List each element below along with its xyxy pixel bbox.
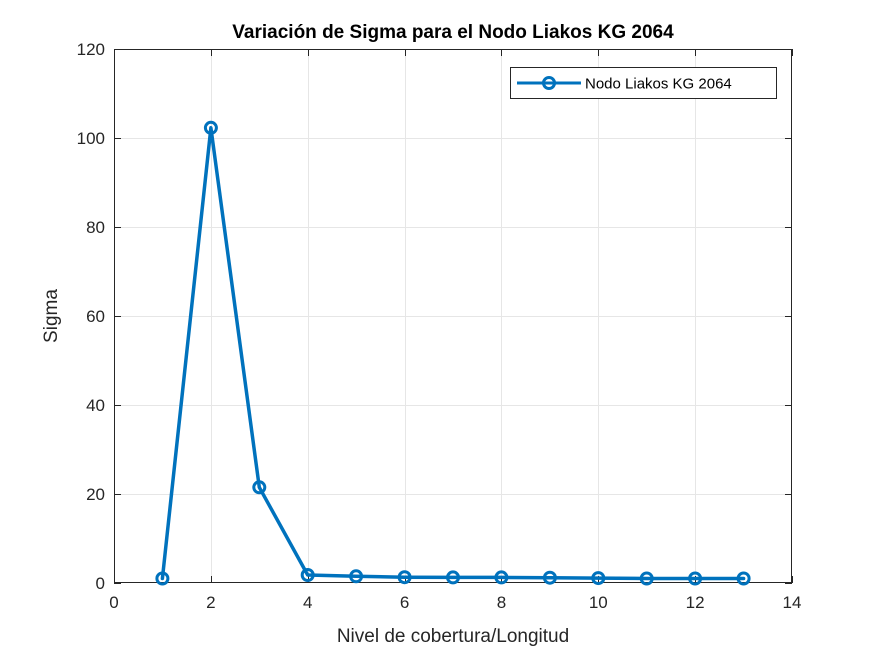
x-tick-label: 6 [400, 593, 409, 612]
y-tick-label: 40 [86, 396, 105, 415]
data-point [736, 571, 751, 586]
y-axis-label: Sigma [41, 289, 62, 343]
data-point [446, 570, 460, 585]
series-layer [155, 120, 751, 586]
data-point [300, 568, 315, 582]
data-point [688, 571, 703, 586]
x-tick-label: 8 [497, 593, 506, 612]
y-tick-label: 0 [96, 574, 105, 593]
legend-entry-label: Nodo Liakos KG 2064 [585, 76, 732, 93]
data-point [542, 570, 557, 585]
x-tick-label: 0 [109, 593, 118, 612]
x-tick-label: 12 [686, 593, 705, 612]
data-point [639, 571, 654, 586]
x-tick-label: 10 [589, 593, 608, 612]
grid [114, 49, 792, 583]
y-tick-labels: 0 20 40 60 80 100 120 [77, 40, 105, 593]
x-axis-label: Nivel de cobertura/Longitud [337, 626, 569, 647]
data-point [203, 120, 218, 135]
data-point [252, 480, 267, 495]
y-tick-label: 20 [86, 485, 105, 504]
data-point [591, 571, 606, 586]
y-tick-label: 100 [77, 129, 105, 148]
data-point [155, 571, 170, 586]
y-tick-label: 120 [77, 40, 105, 59]
x-tick-labels: 0 2 4 6 8 10 12 14 [109, 593, 801, 612]
y-tick-label: 60 [86, 307, 105, 326]
series-line [160, 126, 746, 581]
chart-title: Variación de Sigma para el Nodo Liakos K… [232, 22, 674, 43]
x-tick-label: 14 [783, 593, 802, 612]
legend-marker-swatch [542, 76, 556, 90]
legend: Nodo Liakos KG 2064 [510, 67, 777, 99]
data-point [494, 570, 509, 585]
x-tick-label: 2 [206, 593, 215, 612]
x-tick-label: 4 [303, 593, 312, 612]
data-point [397, 570, 412, 585]
data-point [349, 569, 364, 584]
y-tick-label: 80 [86, 218, 105, 237]
